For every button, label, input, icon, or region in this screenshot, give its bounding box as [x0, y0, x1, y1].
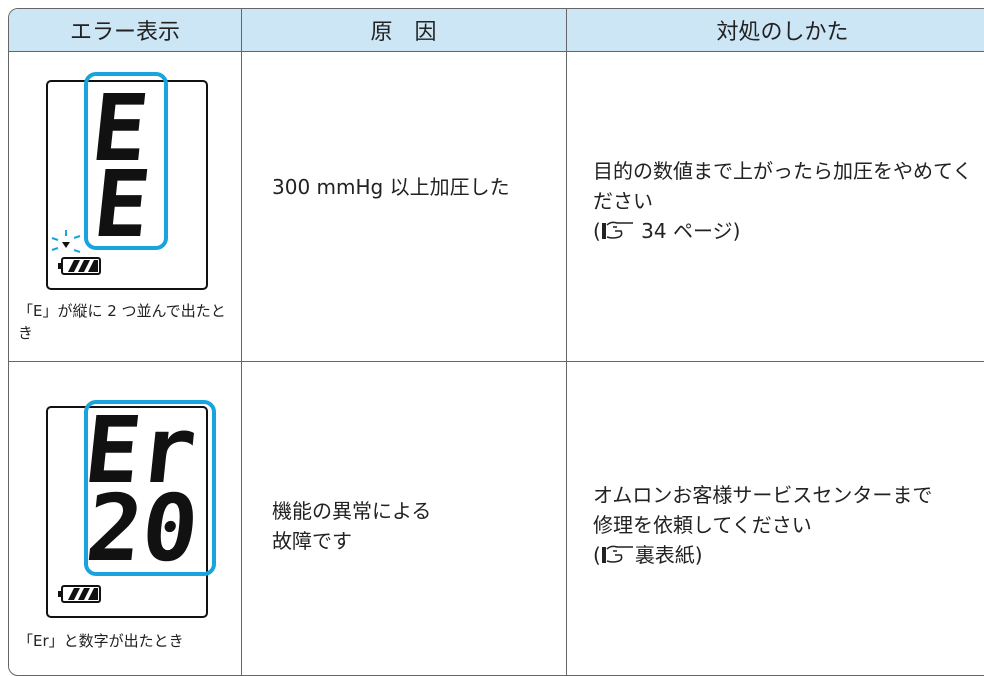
- ref-text: 裏表紙): [634, 543, 703, 567]
- lcd-content: E E: [51, 74, 156, 275]
- header-cell: エラー表示: [9, 9, 241, 52]
- divider: [9, 361, 984, 362]
- display-caption: 「E」が縦に 2 つ並んで出たとき: [18, 302, 226, 342]
- lcd-digit: 20: [81, 474, 203, 582]
- lcd-digit: E: [89, 150, 156, 258]
- table: エラー表示 原 因 対処のしかた: [8, 8, 984, 676]
- header-cell: 原 因: [241, 9, 566, 52]
- divider: [241, 9, 242, 675]
- remedy: オムロンお客様サービスセンターまで修理を依頼してください: [593, 483, 933, 537]
- remedy-text: オムロンお客様サービスセンターまで修理を依頼してください ( 裏表紙): [593, 480, 943, 570]
- cause-line: 故障です: [272, 529, 352, 553]
- header-cell: 対処のしかた: [566, 9, 984, 52]
- pointing-hand-icon: [601, 545, 633, 563]
- lcd-content: Er 20: [58, 398, 203, 603]
- cause-line: 機能の異常による: [272, 499, 432, 523]
- remedy: 目的の数値まで上がったら加圧をやめてください: [593, 159, 973, 213]
- remedy-text: 目的の数値まで上がったら加圧をやめてください ( 34 ページ): [593, 156, 978, 246]
- highlight-box: [84, 72, 168, 250]
- lcd-digit: E: [87, 74, 154, 182]
- divider: [566, 9, 567, 675]
- lcd-display: [46, 80, 208, 290]
- ref-open: (: [593, 219, 601, 243]
- pointing-hand-icon: [601, 221, 633, 239]
- lcd-display: [46, 406, 208, 618]
- cause-text: 機能の異常による 故障です: [272, 496, 542, 556]
- display-caption: 「Er」と数字が出たとき: [18, 632, 184, 650]
- ref-open: (: [593, 543, 601, 567]
- lcd-digit: Er: [79, 398, 201, 504]
- highlight-box: [84, 400, 216, 576]
- ref-text: 34 ページ): [634, 219, 741, 243]
- cause-text: 300 mmHg 以上加圧した: [272, 175, 510, 199]
